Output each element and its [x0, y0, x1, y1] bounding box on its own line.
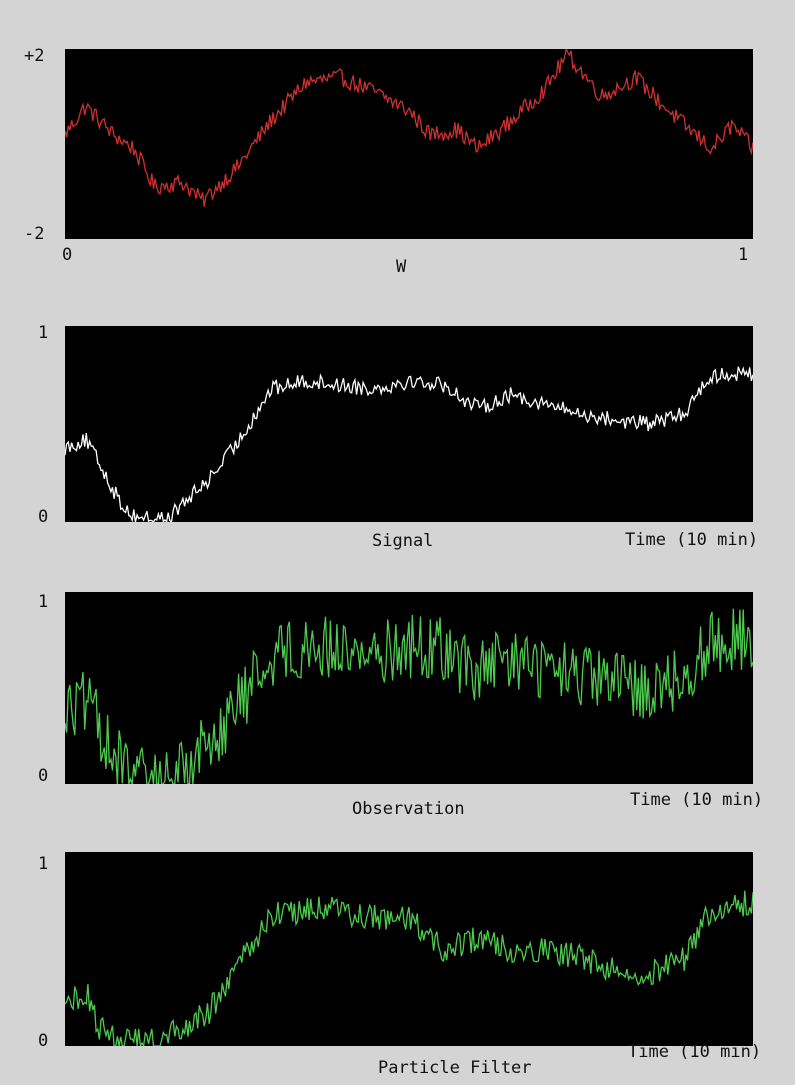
signal-title: Signal — [372, 531, 434, 551]
signal-plot-area — [65, 326, 753, 522]
observation-title: Observation — [352, 799, 465, 819]
observation-y-max-label: 1 — [38, 592, 49, 612]
filter-panel: 1 0 Particle Filter Time (10 min) — [0, 830, 795, 1085]
signal-time-axis-label: Time (10 min) — [625, 530, 759, 550]
w-chart — [65, 49, 753, 207]
signal-panel: 1 0 Signal Time (10 min) — [0, 280, 795, 560]
observation-y-min-label: 0 — [38, 766, 49, 786]
series-line — [65, 608, 753, 784]
filter-plot-area — [65, 852, 753, 1046]
signal-y-max-label: 1 — [38, 323, 49, 343]
filter-y-max-label: 1 — [38, 854, 49, 874]
filter-title: Particle Filter — [378, 1058, 532, 1078]
observation-plot-area — [65, 592, 753, 784]
series-line — [65, 49, 753, 207]
signal-chart — [65, 366, 753, 522]
w-x-title: W — [396, 257, 407, 277]
w-panel: +2 -2 0 W 1 — [0, 0, 795, 280]
filter-chart — [65, 890, 753, 1046]
w-x-max-label: 1 — [738, 245, 749, 265]
observation-time-axis-label: Time (10 min) — [630, 790, 764, 810]
observation-panel: 1 0 Observation Time (10 min) — [0, 560, 795, 830]
filter-time-axis-label: Time (10 min) — [628, 1042, 762, 1062]
w-y-min-label: -2 — [24, 224, 45, 244]
series-line — [65, 366, 753, 522]
w-plot-area — [65, 49, 753, 239]
w-y-max-label: +2 — [24, 46, 45, 66]
series-line — [65, 890, 753, 1046]
signal-y-min-label: 0 — [38, 507, 49, 527]
filter-y-min-label: 0 — [38, 1031, 49, 1051]
observation-chart — [65, 608, 753, 784]
w-x-min-label: 0 — [62, 245, 73, 265]
